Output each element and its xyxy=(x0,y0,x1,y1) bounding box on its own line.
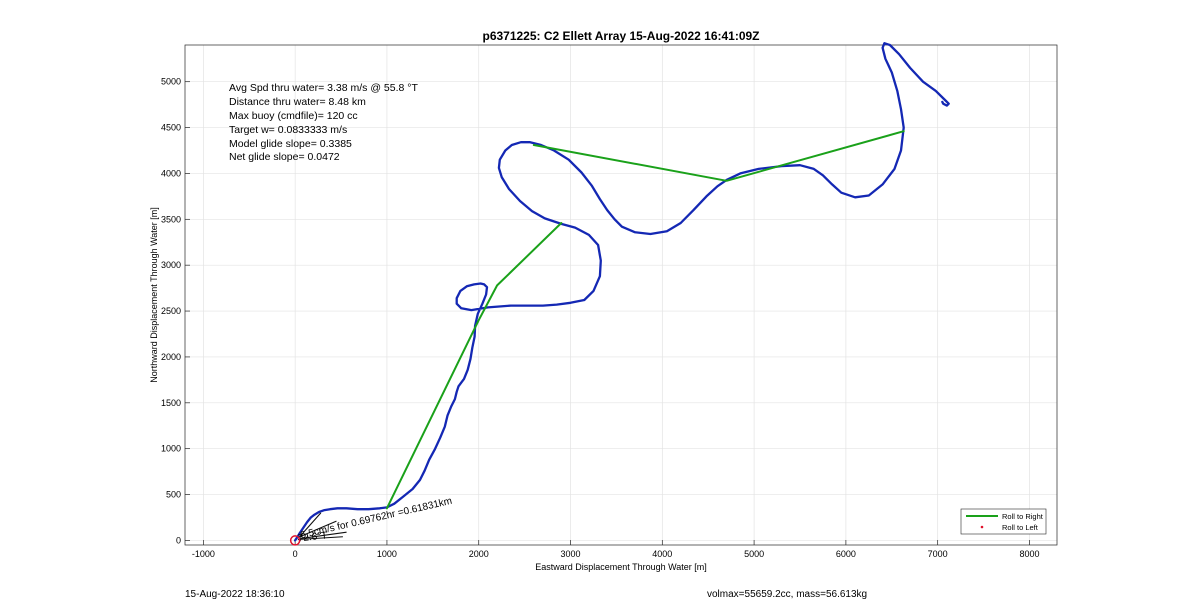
current-vector-line xyxy=(300,531,347,540)
legend: Roll to Right Roll to Left xyxy=(960,508,1047,535)
info-line: Avg Spd thru water= 3.38 m/s @ 55.8 °T xyxy=(229,82,418,94)
current-vector-line xyxy=(298,512,322,539)
y-tick-label: 2500 xyxy=(161,306,181,316)
grid-layer xyxy=(185,45,1057,545)
start-marker xyxy=(289,535,301,546)
series-layer xyxy=(293,42,950,542)
info-line: Max buoy (cmdfile)= 120 cc xyxy=(229,110,358,122)
y-tick-label: 0 xyxy=(176,535,181,545)
current-vector-line xyxy=(297,536,343,541)
x-tick-label: 7000 xyxy=(928,549,948,559)
current-vector-line xyxy=(299,520,337,538)
info-line: Target w= 0.0833333 m/s xyxy=(229,124,347,136)
heading-annotation: 72.6°T xyxy=(297,530,328,544)
tick-layer: -1000 0 1000 2000 3000 4000 5000 6000 7000 8000 0 5… xyxy=(161,77,1040,559)
legend-swatch-roll-left xyxy=(980,525,984,529)
y-tick-label: 500 xyxy=(166,490,181,500)
y-tick-label: 5000 xyxy=(161,77,181,87)
info-line: Model glide slope= 0.3385 xyxy=(229,138,352,150)
y-tick-label: 2000 xyxy=(161,352,181,362)
x-tick-label: 2000 xyxy=(469,549,489,559)
chart-title: p6371225: C2 Ellett Array 15-Aug-2022 16… xyxy=(482,29,759,43)
y-axis-label: Northward Displacement Through Water [m] xyxy=(149,207,159,383)
y-tick-label: 3500 xyxy=(161,214,181,224)
footer-volmax-mass: volmax=55659.2cc, mass=56.613kg xyxy=(707,589,868,600)
x-tick-label: 1000 xyxy=(377,549,397,559)
roll-to-right-line xyxy=(385,130,905,510)
legend-label: Roll to Right xyxy=(1002,512,1044,521)
x-axis-label: Eastward Displacement Through Water [m] xyxy=(535,562,707,572)
x-tick-label: 8000 xyxy=(1019,549,1039,559)
legend-label: Roll to Left xyxy=(1002,523,1039,532)
plot-area xyxy=(184,44,1058,546)
x-tick-label: -1000 xyxy=(192,549,215,559)
y-tick-label: 1000 xyxy=(161,444,181,454)
info-line: Net glide slope= 0.0472 xyxy=(229,151,340,163)
x-tick-label: 6000 xyxy=(836,549,856,559)
y-tick-label: 1500 xyxy=(161,398,181,408)
y-tick-label: 3000 xyxy=(161,260,181,270)
info-text-block: Avg Spd thru water= 3.38 m/s @ 55.8 °T D… xyxy=(229,82,418,163)
x-tick-label: 4000 xyxy=(652,549,672,559)
trajectory-line xyxy=(293,42,950,542)
x-tick-label: 5000 xyxy=(744,549,764,559)
y-tick-label: 4000 xyxy=(161,168,181,178)
y-tick-label: 4500 xyxy=(161,123,181,133)
footer-timestamp: 15-Aug-2022 18:36:10 xyxy=(185,589,285,600)
x-tick-label: 3000 xyxy=(561,549,581,559)
legend-box xyxy=(960,508,1047,535)
info-line: Distance thru water= 8.48 km xyxy=(229,96,366,108)
x-tick-label: 0 xyxy=(293,549,298,559)
